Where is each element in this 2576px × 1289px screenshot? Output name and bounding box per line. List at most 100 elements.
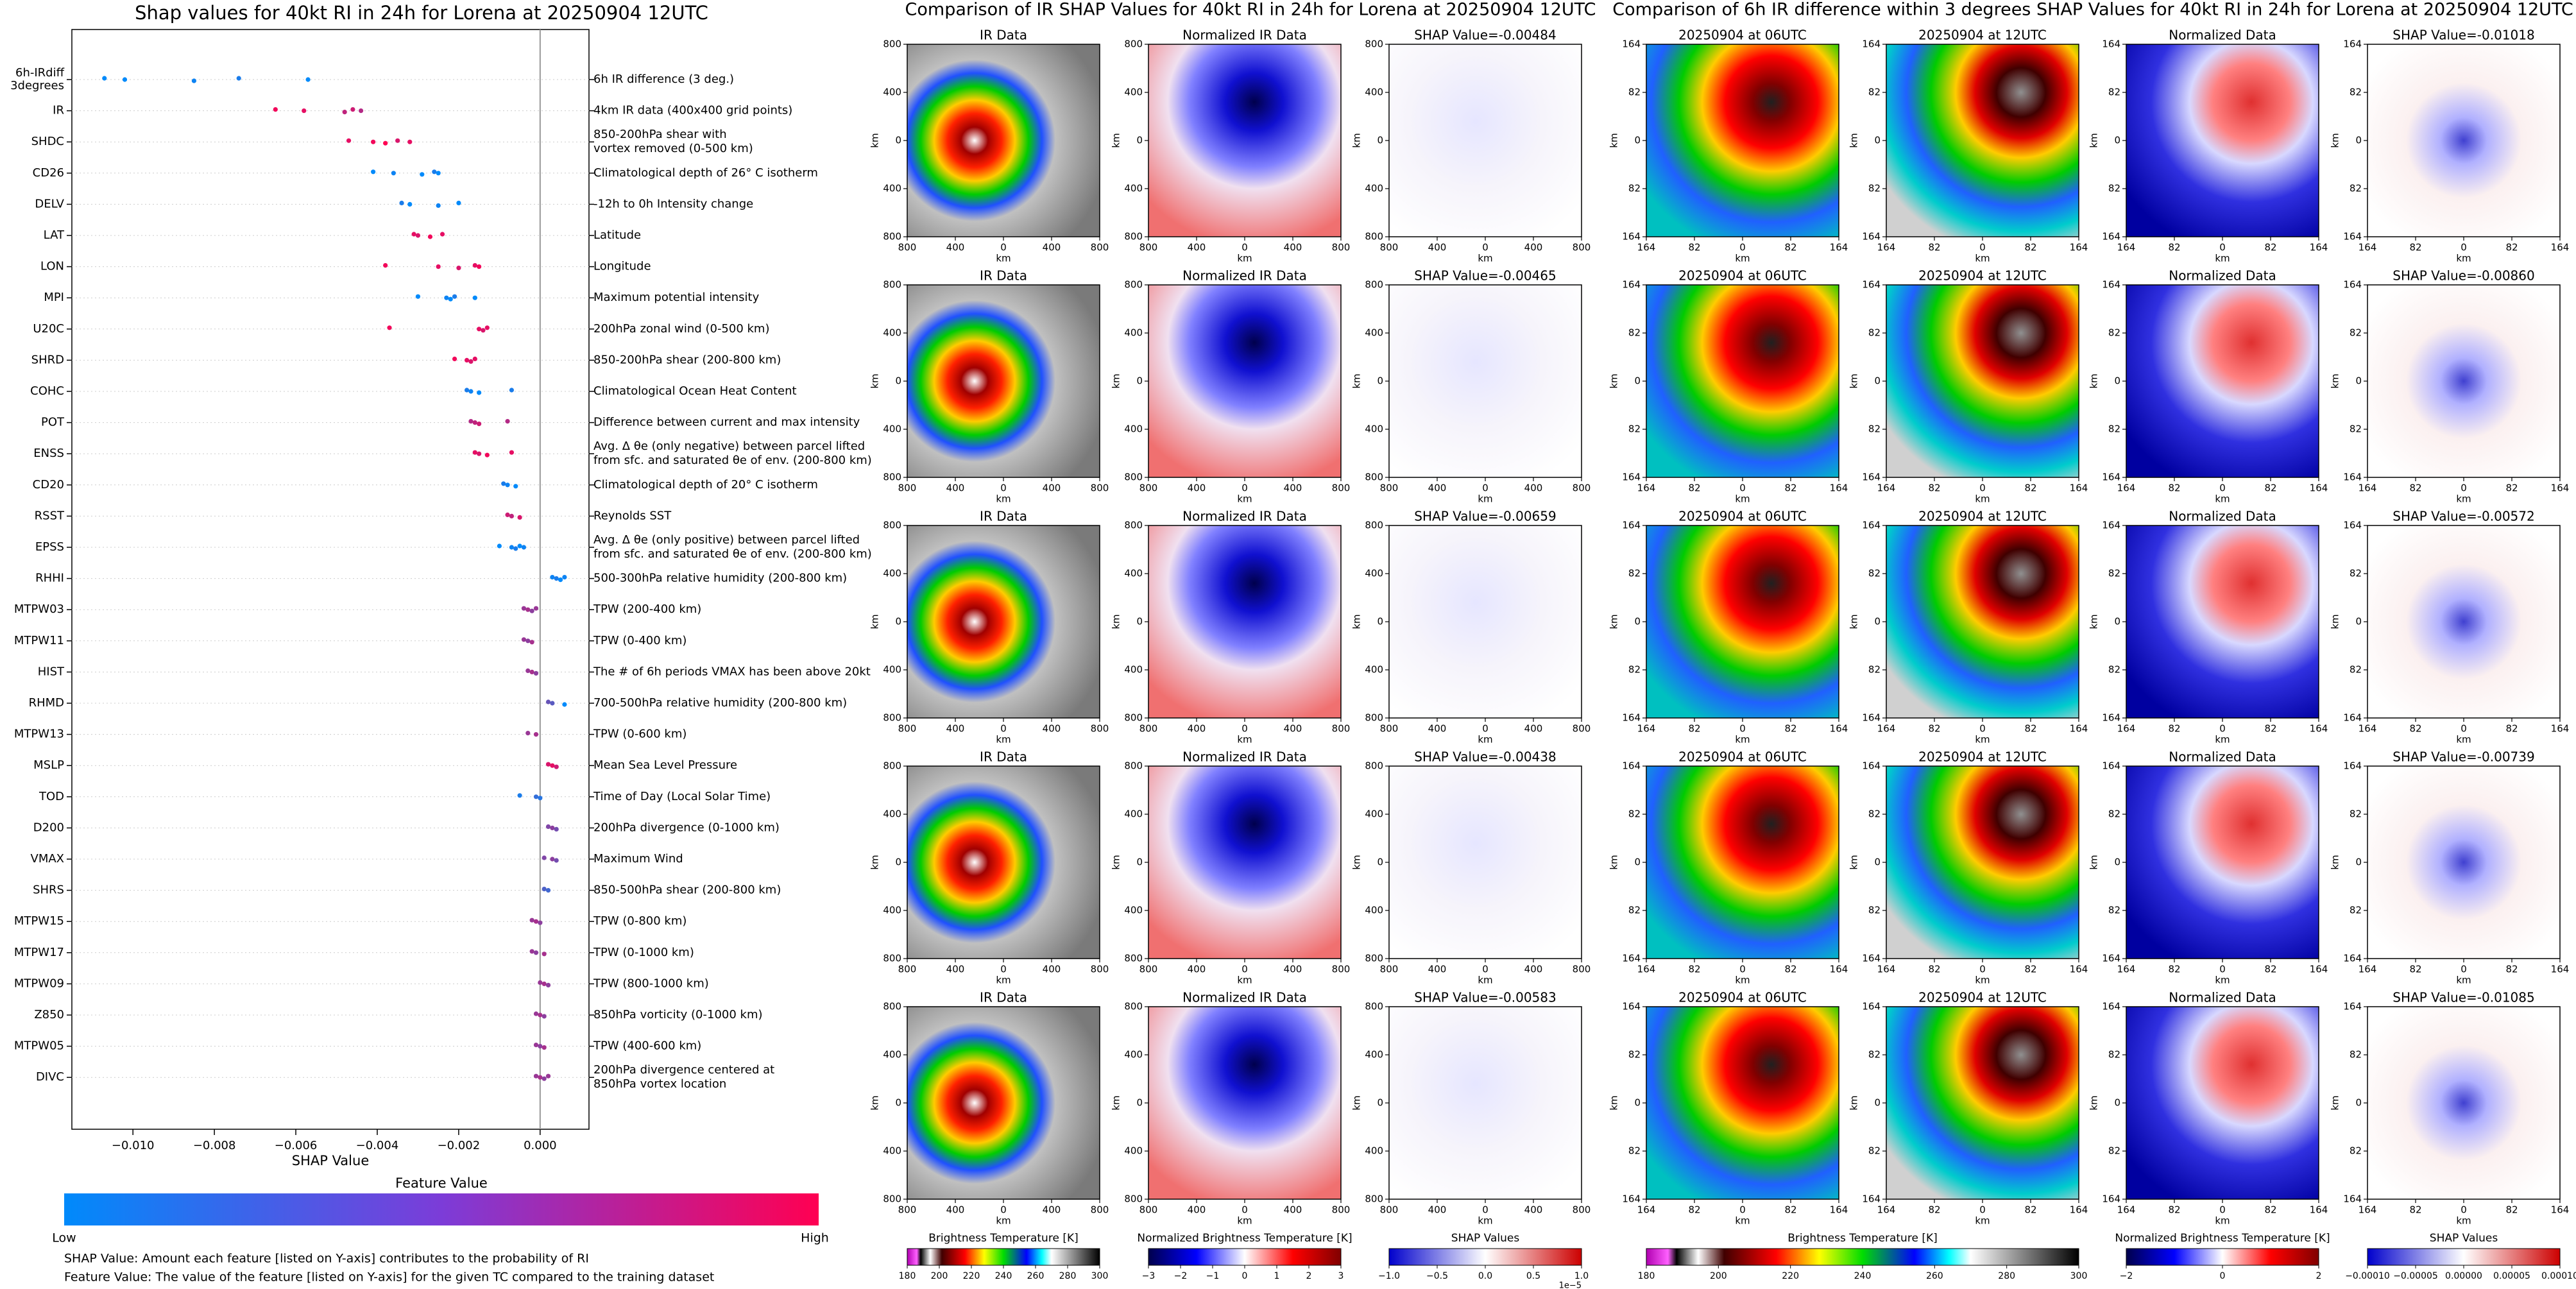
feature-name: DELV (35, 197, 64, 210)
x-tick-label: −0.008 (193, 1139, 236, 1152)
y-tick-label: 164 (1622, 953, 1641, 964)
x-tick-label: 400 (1043, 964, 1061, 975)
feature-name: MTPW13 (14, 728, 64, 741)
shap-point (501, 481, 506, 486)
irdiff-panel-title: Normalized Data (2169, 28, 2276, 43)
x-tick-label: 800 (1332, 1204, 1351, 1216)
colorbar-tick-label: 180 (899, 1271, 916, 1281)
y-tick-label: 400 (1124, 1049, 1143, 1061)
shap-point (542, 1014, 547, 1019)
y-axis-label: km (1608, 614, 1620, 629)
y-tick-label: 400 (883, 664, 901, 676)
shap-point (521, 545, 527, 550)
ir-panel-image (1148, 44, 1341, 237)
y-axis-label: km (2330, 133, 2341, 148)
shap-point (545, 1073, 551, 1079)
x-tick-label: 0 (1000, 723, 1007, 735)
x-tick-label: 82 (1688, 242, 1700, 253)
x-tick-label: 82 (1928, 964, 1940, 975)
irdiff-panel-image (2367, 44, 2560, 237)
x-tick-label: 164 (2358, 1204, 2377, 1216)
shap-point (509, 513, 515, 519)
y-tick-label: 0 (2355, 857, 2362, 868)
y-tick-label: 82 (2350, 808, 2362, 820)
y-tick-label: 800 (883, 1001, 901, 1012)
x-tick-label: 164 (2358, 723, 2377, 735)
y-tick-label: 82 (2350, 183, 2362, 194)
x-tick-label: 82 (1784, 482, 1796, 494)
x-tick-label: 0 (1482, 482, 1488, 494)
x-tick-label: 0 (1482, 242, 1488, 253)
y-tick-label: 164 (1862, 1193, 1881, 1205)
y-tick-label: 164 (2343, 472, 2362, 483)
shap-point (545, 762, 551, 767)
shap-ir-colorbar (1388, 1248, 1582, 1266)
x-tick-label: 164 (1830, 723, 1848, 735)
x-tick-label: 164 (2358, 242, 2377, 253)
y-tick-label: 400 (883, 905, 901, 916)
ir-panel-image (907, 285, 1100, 477)
x-tick-label: 164 (1877, 723, 1896, 735)
ir-panel-title: Normalized IR Data (1182, 990, 1307, 1005)
y-tick-label: 0 (1377, 375, 1383, 387)
y-tick-label: 164 (1622, 1001, 1641, 1012)
x-tick-label: 400 (946, 482, 965, 494)
x-tick-label: 0 (1241, 482, 1248, 494)
feature-name: CD26 (33, 166, 64, 180)
x-tick-label: 164 (2310, 482, 2328, 494)
shap-point (383, 141, 388, 146)
colorbar-tick-label: −2 (2120, 1271, 2133, 1281)
shap-point (533, 606, 539, 611)
y-tick-label: 400 (1365, 327, 1383, 339)
x-tick-label: 82 (2264, 964, 2276, 975)
x-tick-label: 800 (1573, 482, 1591, 494)
x-tick-label: 164 (1877, 964, 1896, 975)
y-tick-label: 164 (2343, 279, 2362, 291)
x-tick-label: 0 (2219, 723, 2226, 735)
colorbar-tick-label: −2 (1174, 1271, 1188, 1281)
y-tick-label: 800 (883, 1193, 901, 1205)
y-tick-label: 0 (1634, 857, 1641, 868)
x-tick-label: 800 (898, 1204, 917, 1216)
x-tick-label: 164 (1830, 242, 1848, 253)
feature-name: SHDC (31, 135, 64, 148)
shap-point (562, 575, 567, 580)
shap-point (542, 1045, 547, 1050)
irdiff-panel-image (2367, 766, 2560, 959)
colorbar-tick-label: 0.00010 (2541, 1271, 2576, 1281)
colorbar-tick-label: 200 (931, 1271, 948, 1281)
x-tick-label: 400 (1524, 242, 1543, 253)
feature-description: TPW (400-600 km) (593, 1039, 701, 1053)
x-tick-label: 400 (1188, 242, 1206, 253)
y-tick-label: 400 (883, 1145, 901, 1157)
y-tick-label: 0 (1136, 857, 1143, 868)
y-tick-label: 82 (2108, 183, 2120, 194)
x-tick-label: 82 (2024, 964, 2036, 975)
y-tick-label: 164 (2102, 38, 2120, 50)
x-tick-label: 164 (1637, 242, 1656, 253)
shap-point (513, 484, 518, 489)
x-tick-label: 800 (1380, 242, 1399, 253)
x-axis-label: km (2215, 253, 2230, 264)
y-tick-label: 800 (1365, 712, 1383, 724)
norm-irdiff-colorbar (2126, 1248, 2319, 1266)
y-tick-label: 82 (2108, 808, 2120, 820)
x-tick-label: 800 (898, 482, 917, 494)
colorbar-tick-label: 200 (1710, 1271, 1727, 1281)
shap-point (517, 515, 522, 520)
y-tick-label: 0 (2114, 1097, 2120, 1109)
y-tick-label: 82 (2108, 1049, 2120, 1061)
x-axis-label: km (1975, 493, 1990, 505)
y-tick-label: 164 (2102, 712, 2120, 724)
y-tick-label: 800 (883, 38, 901, 50)
colorbar-tick-label: 1 (1274, 1271, 1280, 1281)
shap-point (533, 670, 539, 676)
feature-name: CD20 (33, 478, 64, 491)
x-tick-label: 164 (2310, 723, 2328, 735)
x-tick-label: 400 (1188, 1204, 1206, 1216)
x-tick-label: 164 (2551, 482, 2570, 494)
y-axis-label: km (1351, 1095, 1363, 1110)
shap-ir-colorbar-label: SHAP Values (1451, 1232, 1520, 1245)
y-tick-label: 82 (1868, 1145, 1881, 1157)
